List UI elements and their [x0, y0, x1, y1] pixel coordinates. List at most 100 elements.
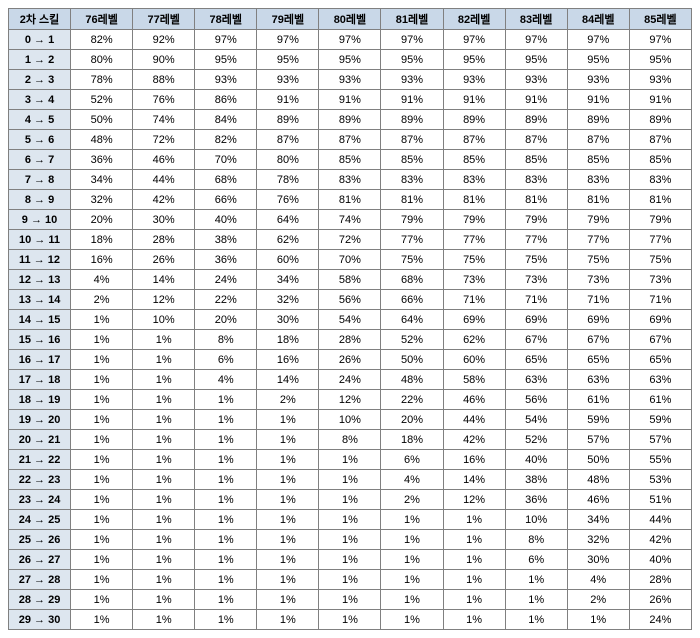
rate-cell: 1%	[133, 570, 195, 590]
rate-cell: 81%	[443, 190, 505, 210]
rate-cell: 72%	[133, 130, 195, 150]
rate-cell: 38%	[195, 230, 257, 250]
rate-cell: 75%	[629, 250, 691, 270]
rate-cell: 93%	[629, 70, 691, 90]
rate-cell: 6%	[381, 450, 443, 470]
rate-cell: 1%	[505, 590, 567, 610]
rate-cell: 95%	[195, 50, 257, 70]
col-level: 79레벨	[257, 9, 319, 30]
rate-cell: 1%	[567, 610, 629, 630]
header-row: 2차 스킬76레벨77레벨78레벨79레벨80레벨81레벨82레벨83레벨84레…	[9, 9, 692, 30]
rate-cell: 64%	[381, 310, 443, 330]
rate-cell: 68%	[195, 170, 257, 190]
rate-cell: 75%	[505, 250, 567, 270]
table-row: 11 → 1216%26%36%60%70%75%75%75%75%75%	[9, 250, 692, 270]
rate-cell: 95%	[319, 50, 381, 70]
rate-cell: 1%	[257, 510, 319, 530]
rate-cell: 44%	[443, 410, 505, 430]
rate-cell: 38%	[505, 470, 567, 490]
rate-cell: 1%	[133, 510, 195, 530]
rate-cell: 95%	[443, 50, 505, 70]
rate-cell: 48%	[71, 130, 133, 150]
row-label: 4 → 5	[9, 110, 71, 130]
rate-cell: 89%	[443, 110, 505, 130]
rate-cell: 79%	[629, 210, 691, 230]
rate-cell: 1%	[381, 550, 443, 570]
rate-cell: 34%	[257, 270, 319, 290]
table-row: 12 → 134%14%24%34%58%68%73%73%73%73%	[9, 270, 692, 290]
table-row: 26 → 271%1%1%1%1%1%1%6%30%40%	[9, 550, 692, 570]
rate-cell: 97%	[257, 30, 319, 50]
rate-cell: 75%	[567, 250, 629, 270]
rate-cell: 1%	[257, 610, 319, 630]
rate-cell: 18%	[71, 230, 133, 250]
rate-cell: 77%	[381, 230, 443, 250]
rate-cell: 1%	[133, 610, 195, 630]
rate-cell: 32%	[257, 290, 319, 310]
table-row: 22 → 231%1%1%1%1%4%14%38%48%53%	[9, 470, 692, 490]
rate-cell: 1%	[71, 470, 133, 490]
rate-cell: 1%	[319, 550, 381, 570]
rate-cell: 1%	[257, 530, 319, 550]
rate-cell: 52%	[381, 330, 443, 350]
rate-cell: 71%	[567, 290, 629, 310]
rate-cell: 87%	[505, 130, 567, 150]
rate-cell: 1%	[257, 550, 319, 570]
rate-cell: 1%	[195, 390, 257, 410]
rate-cell: 1%	[195, 530, 257, 550]
rate-cell: 8%	[505, 530, 567, 550]
row-label: 14 → 15	[9, 310, 71, 330]
rate-cell: 4%	[71, 270, 133, 290]
rate-cell: 4%	[195, 370, 257, 390]
col-level: 85레벨	[629, 9, 691, 30]
rate-cell: 77%	[629, 230, 691, 250]
rate-cell: 1%	[71, 310, 133, 330]
rate-cell: 1%	[133, 450, 195, 470]
rate-cell: 46%	[133, 150, 195, 170]
rate-cell: 1%	[319, 450, 381, 470]
rate-cell: 91%	[443, 90, 505, 110]
rate-cell: 1%	[257, 470, 319, 490]
rate-cell: 1%	[319, 590, 381, 610]
row-label: 2 → 3	[9, 70, 71, 90]
table-row: 18 → 191%1%1%2%12%22%46%56%61%61%	[9, 390, 692, 410]
rate-cell: 12%	[319, 390, 381, 410]
rate-cell: 95%	[629, 50, 691, 70]
row-label: 19 → 20	[9, 410, 71, 430]
rate-cell: 78%	[257, 170, 319, 190]
rate-cell: 48%	[381, 370, 443, 390]
row-label: 29 → 30	[9, 610, 71, 630]
table-row: 1 → 280%90%95%95%95%95%95%95%95%95%	[9, 50, 692, 70]
rate-cell: 89%	[567, 110, 629, 130]
rate-cell: 2%	[381, 490, 443, 510]
rate-cell: 61%	[629, 390, 691, 410]
rate-cell: 85%	[629, 150, 691, 170]
rate-cell: 1%	[257, 490, 319, 510]
rate-cell: 26%	[629, 590, 691, 610]
rate-cell: 1%	[71, 330, 133, 350]
table-row: 10 → 1118%28%38%62%72%77%77%77%77%77%	[9, 230, 692, 250]
rate-cell: 92%	[133, 30, 195, 50]
rate-cell: 1%	[133, 590, 195, 610]
rate-cell: 4%	[567, 570, 629, 590]
rate-cell: 93%	[319, 70, 381, 90]
rate-cell: 83%	[629, 170, 691, 190]
rate-cell: 74%	[133, 110, 195, 130]
rate-cell: 4%	[381, 470, 443, 490]
rate-cell: 97%	[381, 30, 443, 50]
rate-cell: 78%	[71, 70, 133, 90]
rate-cell: 1%	[443, 530, 505, 550]
rate-cell: 32%	[567, 530, 629, 550]
rate-cell: 1%	[71, 430, 133, 450]
row-label: 7 → 8	[9, 170, 71, 190]
rate-cell: 91%	[319, 90, 381, 110]
rate-cell: 67%	[505, 330, 567, 350]
table-row: 21 → 221%1%1%1%1%6%16%40%50%55%	[9, 450, 692, 470]
rate-cell: 14%	[257, 370, 319, 390]
table-row: 20 → 211%1%1%1%8%18%42%52%57%57%	[9, 430, 692, 450]
rate-cell: 83%	[567, 170, 629, 190]
rate-cell: 58%	[319, 270, 381, 290]
rate-cell: 1%	[195, 610, 257, 630]
rate-cell: 93%	[381, 70, 443, 90]
rate-cell: 91%	[567, 90, 629, 110]
